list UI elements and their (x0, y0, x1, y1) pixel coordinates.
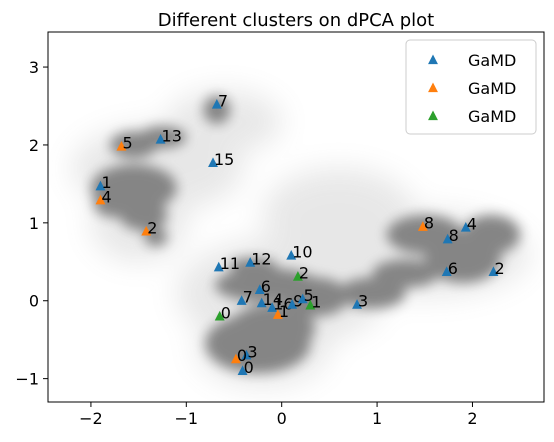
data-point-triangle (297, 293, 308, 304)
data-point-label: 4 (467, 215, 477, 234)
data-point-triangle (488, 266, 499, 277)
data-point-label: 11 (220, 254, 240, 273)
data-point-label: 1 (101, 173, 111, 192)
legend: GaMD GaMD GaMD (405, 39, 537, 135)
data-point-triangle (287, 299, 298, 309)
density-core-region (372, 259, 440, 288)
data-point-triangle (272, 309, 283, 319)
data-point-label: 3 (358, 292, 368, 311)
data-point-label: 10 (292, 243, 312, 262)
data-point-triangle (211, 98, 222, 109)
data-point-label: 6 (448, 259, 458, 278)
x-tick-label: 2 (467, 409, 477, 428)
data-point-triangle (442, 233, 453, 244)
data-point-triangle (441, 266, 452, 277)
data-point-label: 13 (162, 126, 182, 145)
data-point-triangle (256, 297, 267, 308)
legend-label: GaMD (468, 51, 516, 70)
data-point-triangle (116, 141, 127, 151)
series-group: 21 0 (214, 264, 321, 322)
density-haze-region (167, 90, 282, 153)
data-point-triangle (241, 349, 252, 360)
data-point-label: 5 (304, 286, 314, 305)
data-point-triangle (214, 310, 225, 321)
data-point-label: 4 (101, 187, 111, 206)
data-point-triangle (267, 302, 278, 312)
data-point-label: 1 (279, 302, 289, 321)
data-point-triangle (460, 222, 471, 232)
data-point-label: 15 (214, 150, 234, 169)
data-point-label: 8 (424, 214, 434, 233)
series-group: 542 810 (95, 134, 434, 365)
x-tick-label: 1 (372, 409, 382, 428)
legend-box (405, 39, 537, 135)
data-point-triangle (95, 194, 106, 205)
data-point-triangle (245, 257, 256, 267)
data-point-label: 12 (251, 250, 271, 269)
data-point-label: 8 (449, 226, 459, 245)
x-tick-label: −2 (79, 409, 103, 428)
data-point-label: 0 (237, 346, 247, 365)
x-axis: −2 −1 0 1 2 (79, 402, 478, 428)
data-point-label: 9 (293, 292, 303, 311)
data-point-triangle (236, 295, 247, 305)
y-tick-label: 3 (29, 58, 39, 77)
y-tick-label: 1 (29, 214, 39, 233)
data-point-label: 2 (147, 218, 157, 237)
data-point-triangle (305, 299, 316, 310)
y-axis: −1 0 1 2 3 (15, 58, 48, 389)
data-point-triangle (286, 250, 297, 260)
density-core-region (144, 227, 168, 247)
density-core-region (281, 277, 349, 317)
data-point-label: 14 (263, 290, 283, 309)
data-point-triangle (254, 284, 265, 294)
data-point-triangle (213, 261, 224, 272)
data-point-label: 7 (243, 288, 253, 307)
data-point-label: 7 (218, 91, 228, 110)
y-tick-label: 2 (29, 136, 39, 155)
data-point-label: 0 (244, 358, 254, 377)
legend-label: GaMD (468, 79, 516, 98)
data-point-label: 16 (273, 295, 293, 314)
data-point-label: 2 (299, 264, 309, 283)
data-point-label: 6 (261, 277, 271, 296)
legend-marker (428, 82, 438, 93)
density-core-region (138, 126, 187, 149)
data-point-triangle (95, 180, 106, 191)
data-point-triangle (208, 157, 218, 167)
plot-frame (47, 31, 545, 403)
data-point-label: 3 (247, 342, 257, 361)
data-point-label: 1 (311, 292, 321, 311)
density-core-region (229, 304, 316, 352)
x-tick-label: 0 (277, 409, 287, 428)
data-point-triangle (237, 365, 248, 375)
data-point-label: 5 (122, 134, 132, 153)
density-cloud (71, 90, 530, 387)
y-tick-label: 0 (29, 292, 39, 311)
data-point-triangle (230, 353, 241, 364)
y-tick-label: −1 (15, 370, 39, 389)
x-tick-label: −1 (175, 409, 199, 428)
data-point-triangle (292, 271, 303, 281)
data-point-label: 2 (494, 259, 504, 278)
legend-marker (428, 110, 438, 121)
density-core-region (462, 215, 521, 255)
legend-label: GaMD (468, 107, 516, 126)
data-point-triangle (141, 225, 152, 236)
data-point-triangle (417, 221, 428, 231)
density-core-region (119, 199, 168, 231)
density-core-region (203, 95, 231, 124)
chart-title: Different clusters on dPCA plot (158, 10, 434, 31)
data-point-label: 0 (221, 303, 231, 322)
density-core (90, 95, 521, 374)
legend-marker (428, 54, 438, 65)
data-point-triangle (155, 133, 166, 144)
density-haze-region (262, 168, 416, 262)
data-point-triangle (352, 299, 362, 309)
